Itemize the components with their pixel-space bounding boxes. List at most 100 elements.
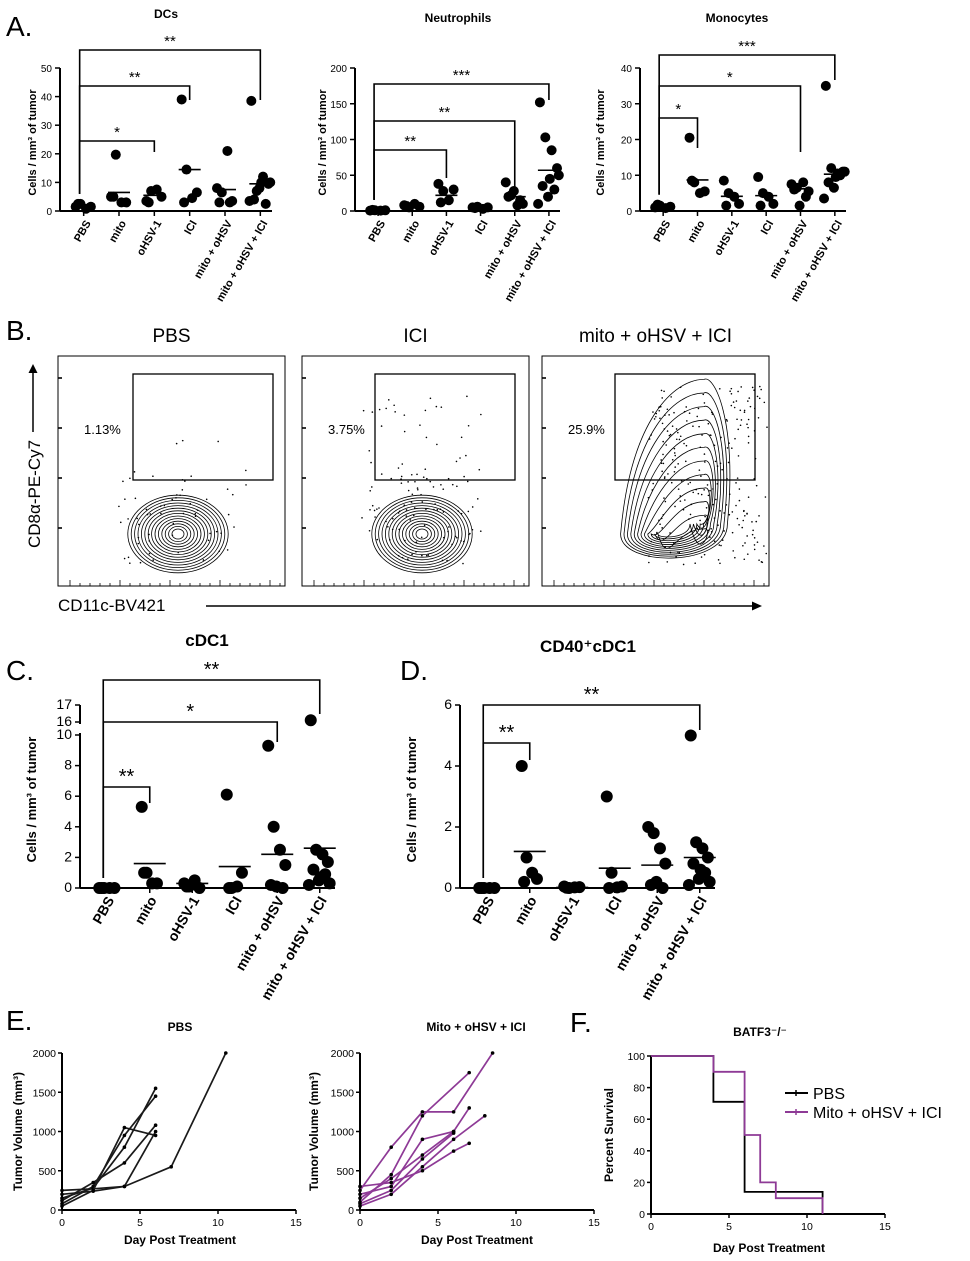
- flow-event: [663, 477, 666, 479]
- flow-event: [118, 505, 120, 508]
- data-point: [763, 191, 774, 202]
- flow-event: [420, 536, 423, 539]
- data-point: [684, 132, 695, 143]
- flow-event: [736, 418, 738, 421]
- flow-event: [721, 539, 724, 541]
- flow-event: [205, 498, 208, 501]
- flow-event: [415, 541, 418, 543]
- density-contour: [402, 518, 443, 550]
- flow-event: [361, 517, 363, 519]
- data-point: [721, 200, 732, 211]
- y-tick-label: 0: [341, 207, 347, 218]
- flow-event: [152, 559, 155, 561]
- data-point: [389, 1188, 394, 1193]
- category-label: ICI: [602, 894, 625, 917]
- flow-event: [442, 536, 445, 539]
- flow-event: [697, 407, 700, 410]
- flow-event: [145, 508, 148, 511]
- flow-event: [746, 553, 749, 555]
- flow-event: [647, 496, 650, 499]
- flow-event: [698, 425, 700, 428]
- data-point: [91, 1189, 95, 1193]
- series-line: [61, 1126, 156, 1207]
- flow-event: [760, 388, 762, 391]
- flow-event: [411, 553, 413, 556]
- significance-label: *: [114, 124, 120, 141]
- flow-event: [136, 517, 139, 520]
- flow-event: [664, 414, 666, 416]
- flow-event: [756, 541, 759, 543]
- y-tick-label: 500: [336, 1166, 354, 1178]
- flow-event: [656, 532, 658, 535]
- density-contour: [164, 523, 192, 545]
- significance-label: **: [119, 766, 135, 788]
- flow-event: [738, 499, 741, 502]
- flow-event: [743, 558, 746, 561]
- flow-event: [673, 411, 675, 414]
- data-point: [540, 132, 551, 143]
- flow-event: [394, 411, 396, 413]
- flow-event: [710, 530, 713, 533]
- flow-event: [664, 546, 667, 548]
- density-contour: [415, 528, 429, 540]
- flow-event: [410, 473, 413, 476]
- flow-event: [730, 404, 733, 407]
- flow-event: [401, 463, 404, 465]
- density-contour: [168, 526, 188, 542]
- flow-event: [667, 473, 669, 475]
- y-axis-label: Cells / mm³ of tumor: [317, 89, 329, 196]
- flow-event: [368, 529, 371, 532]
- data-point: [483, 1114, 487, 1118]
- category-label: PBS: [89, 894, 117, 927]
- flow-event: [735, 504, 737, 507]
- flow-event: [665, 444, 668, 446]
- data-point: [433, 178, 444, 189]
- significance-bracket: [373, 149, 448, 200]
- flow-event: [738, 488, 741, 490]
- flow-event: [753, 430, 756, 432]
- data-point: [508, 185, 519, 196]
- chart-cd40-cdc1: CD40⁺cDC1 0 2 4 6 Cells / mm³ of tumor PBS mito…: [404, 637, 716, 1003]
- flow-event: [703, 453, 706, 455]
- data-point: [222, 145, 233, 156]
- data-point: [533, 198, 544, 209]
- flow-event: [683, 410, 686, 413]
- flow-event: [148, 533, 150, 536]
- y-tick-label: 20: [621, 136, 633, 147]
- y-tick-label: 1000: [33, 1127, 57, 1139]
- y-tick-label: 30: [41, 121, 53, 132]
- data-point: [515, 195, 526, 206]
- flow-event: [207, 539, 210, 542]
- x-axis-label: Day Post Treatment: [713, 1241, 825, 1255]
- density-contour: [626, 405, 725, 555]
- data-point: [389, 1180, 394, 1185]
- flow-event: [730, 387, 733, 390]
- flow-event: [675, 438, 678, 441]
- data-point: [122, 1133, 127, 1138]
- flow-event: [148, 540, 151, 542]
- data-point: [603, 882, 616, 894]
- flow-event: [747, 418, 750, 421]
- chart-monocytes: Monocytes 0 10 20 30 40 Cells / mm³ of tumor PB…: [595, 11, 850, 304]
- y-tick-label: 2000: [33, 1048, 57, 1060]
- flow-event: [674, 466, 677, 468]
- y-axis-label: Tumor Volume (mm³): [307, 1072, 321, 1191]
- flow-event: [710, 527, 712, 530]
- flow-event: [426, 477, 428, 480]
- flow-event: [432, 486, 435, 488]
- density-contour: [388, 507, 456, 561]
- flow-event: [196, 509, 199, 511]
- flow-event: [362, 409, 365, 412]
- flow-event: [447, 477, 450, 480]
- x-tick-label: 5: [137, 1217, 143, 1229]
- data-point: [150, 877, 163, 890]
- series-line: [651, 1055, 824, 1214]
- flow-event: [690, 503, 693, 506]
- flow-event: [711, 413, 714, 415]
- y-tick-label: 6: [444, 696, 452, 712]
- flow-event: [456, 536, 458, 539]
- data-point: [435, 197, 446, 208]
- flow-event: [479, 530, 482, 532]
- flow-event: [662, 513, 665, 516]
